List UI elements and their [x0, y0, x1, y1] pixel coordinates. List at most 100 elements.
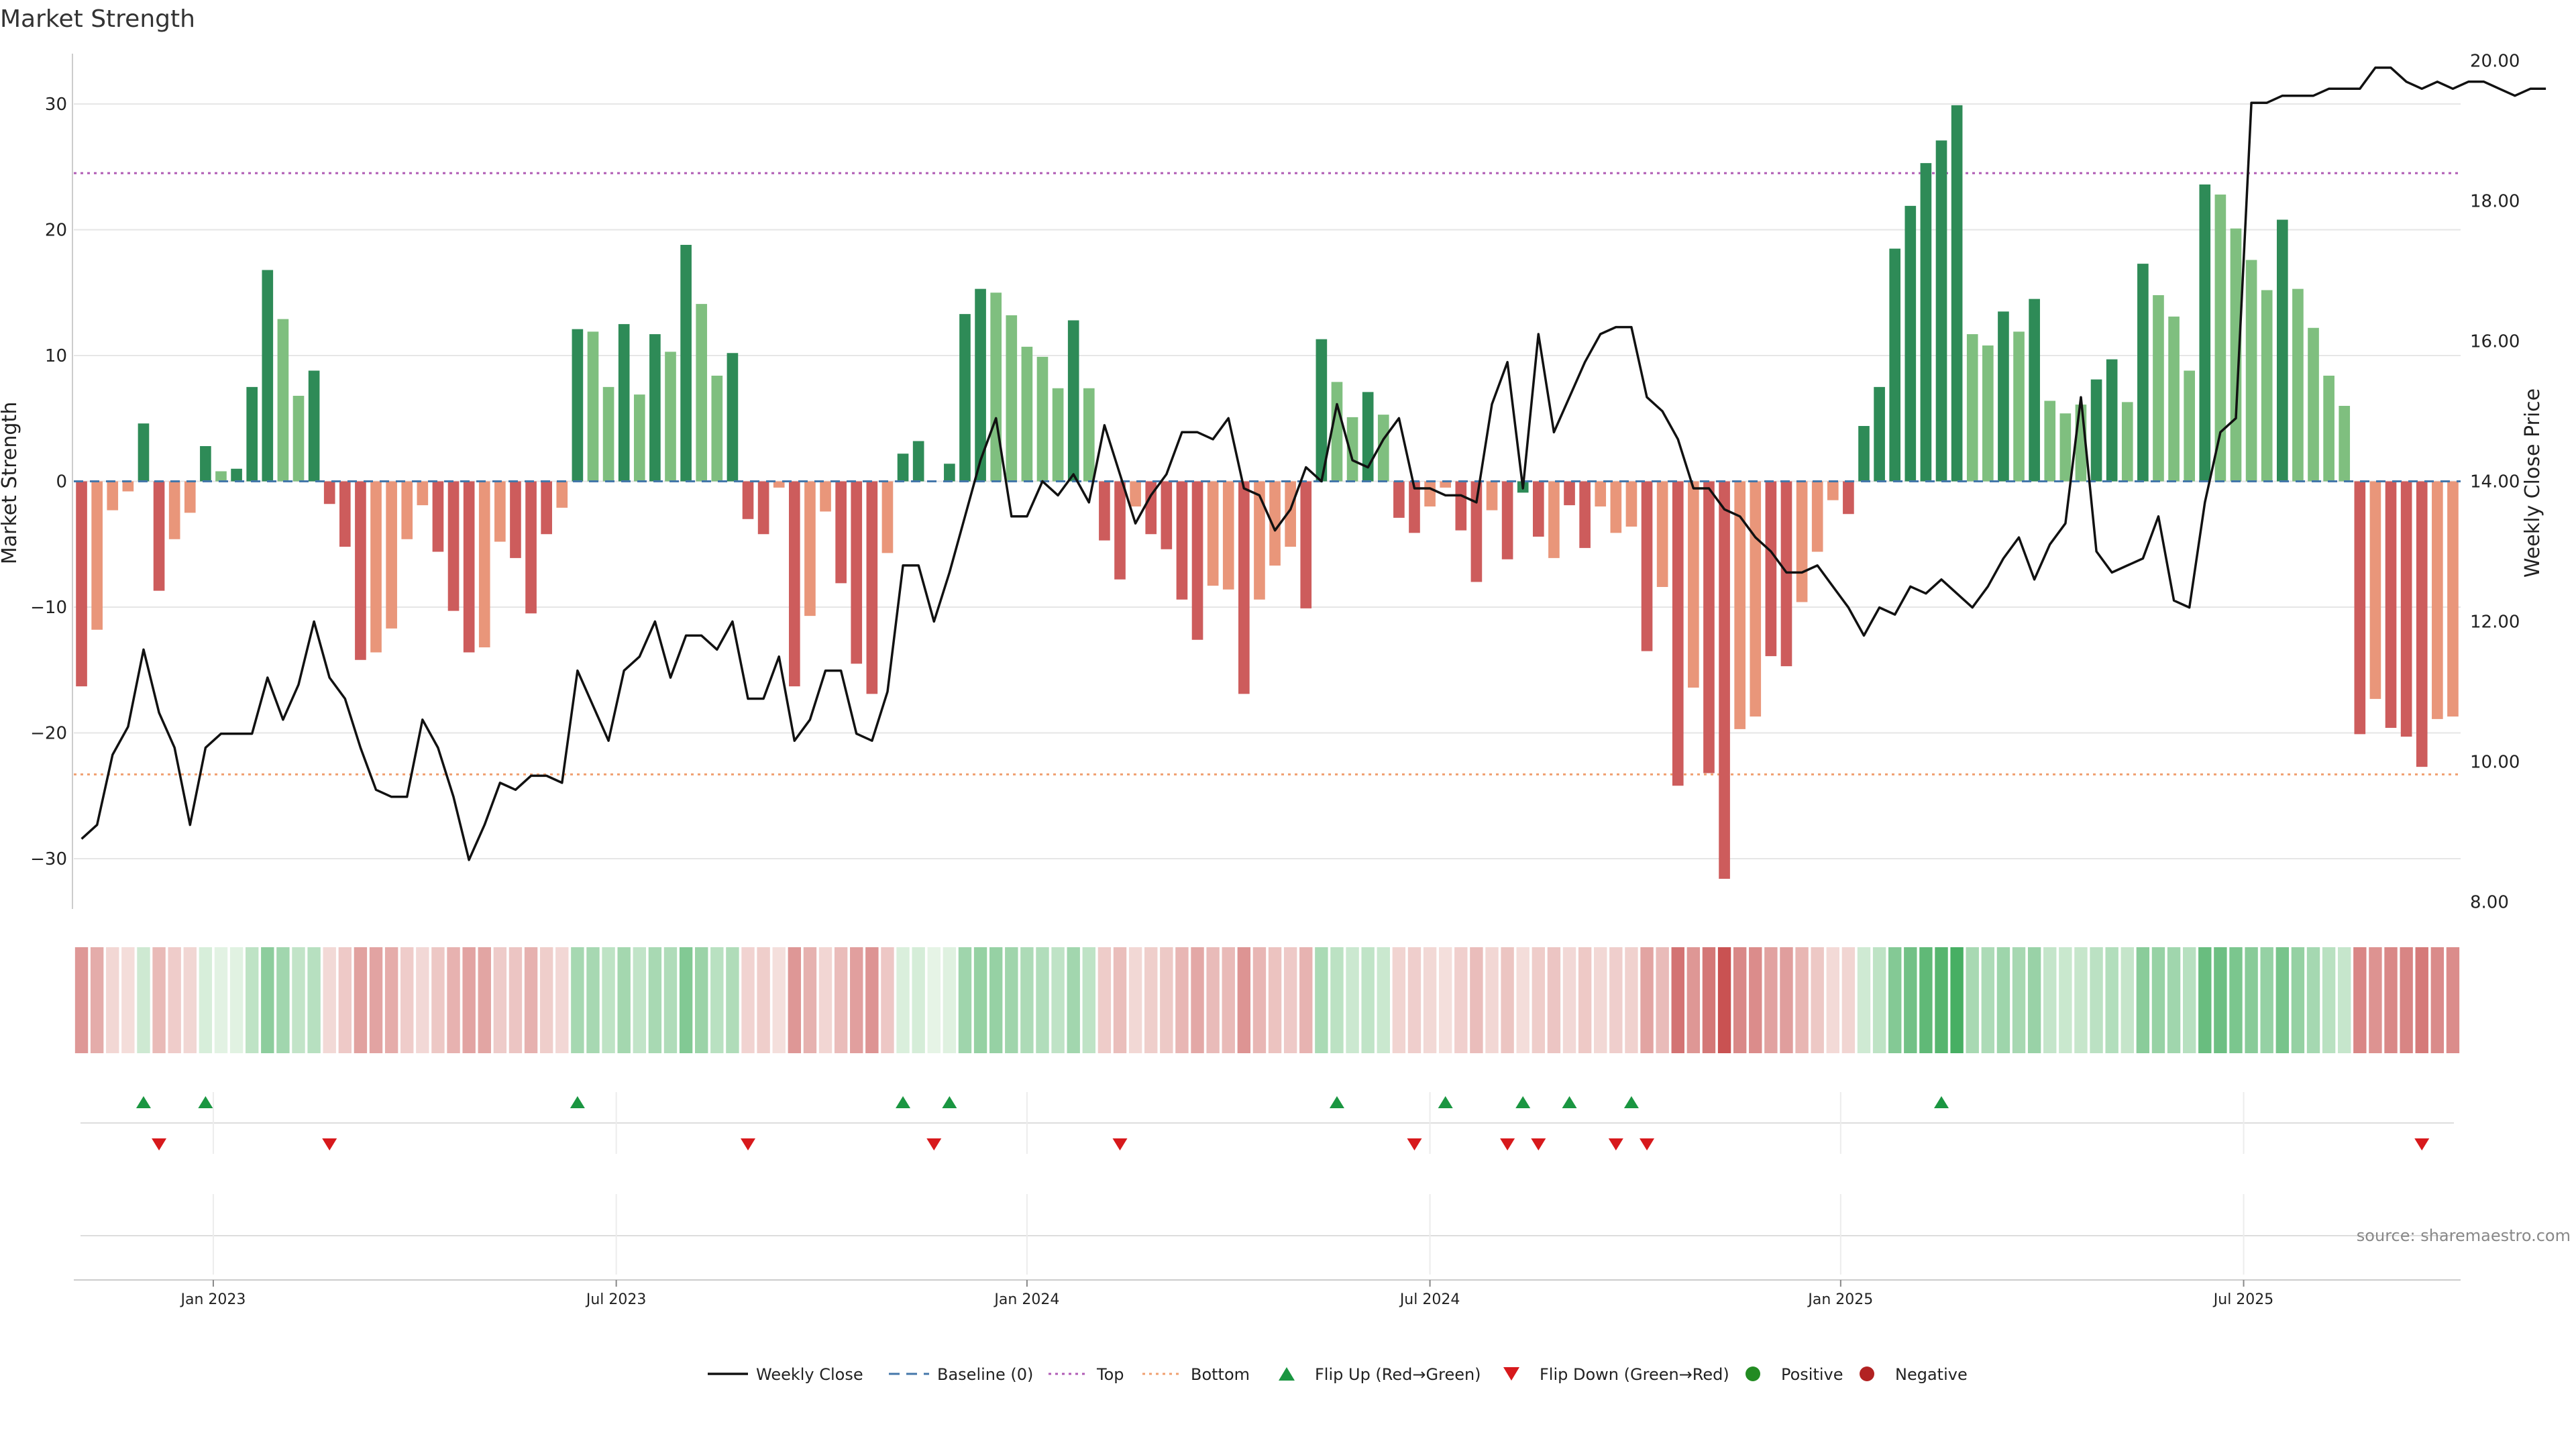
- y2-tick-label: 18.00: [2470, 191, 2520, 211]
- heat-cell: [276, 947, 290, 1053]
- x-tick-label: Jan 2023: [179, 1291, 246, 1308]
- strength-bar: [339, 481, 351, 547]
- strength-bar: [355, 481, 366, 660]
- strength-bar: [820, 481, 831, 512]
- heat-cell: [1996, 947, 2010, 1053]
- heat-cell: [2027, 947, 2041, 1053]
- strength-bar: [1843, 481, 1854, 515]
- heat-cell: [602, 947, 615, 1053]
- strength-bar: [2199, 184, 2211, 482]
- heat-cell: [788, 947, 802, 1053]
- heat-cell: [973, 947, 987, 1053]
- heat-cell: [384, 947, 398, 1053]
- legend-item: Positive: [1746, 1365, 1843, 1384]
- x-tick-label: Jul 2025: [2212, 1291, 2274, 1308]
- strength-bar: [1176, 481, 1188, 600]
- heat-cell: [850, 947, 863, 1053]
- heat-cell: [168, 947, 181, 1053]
- heat-cell: [2151, 947, 2165, 1053]
- strength-bar: [2308, 327, 2319, 482]
- strength-bar: [1625, 481, 1638, 527]
- heat-cell: [695, 947, 708, 1053]
- strength-bar: [1300, 481, 1312, 608]
- legend-item: Flip Down (Green→Red): [1503, 1365, 1729, 1384]
- strength-bar: [2184, 370, 2195, 482]
- heat-cell: [1841, 947, 1856, 1053]
- heat-cell: [2369, 947, 2382, 1053]
- legend-label: Baseline (0): [937, 1365, 1033, 1384]
- heat-cell: [369, 947, 383, 1053]
- heat-cell: [1532, 947, 1546, 1053]
- legend-label: Negative: [1895, 1365, 1968, 1384]
- strength-bar: [1796, 481, 1808, 602]
- heat-cell: [710, 947, 724, 1053]
- heat-cell: [586, 947, 600, 1053]
- heat-cell: [1562, 947, 1576, 1053]
- y-axis-right: 8.00 10.00 12.00 14.00 16.00 18.00 20.00: [2470, 51, 2520, 912]
- strength-bar: [200, 446, 211, 482]
- heat-cell: [1299, 947, 1313, 1053]
- strength-bar: [1750, 481, 1762, 717]
- strength-bar: [262, 270, 274, 482]
- strength-bar: [478, 481, 490, 647]
- strength-bar: [2137, 264, 2149, 482]
- heat-cell: [1872, 947, 1886, 1053]
- heat-cell: [2384, 947, 2398, 1053]
- strength-bar: [649, 334, 661, 482]
- heat-cell: [633, 947, 646, 1053]
- heat-cell: [2167, 947, 2181, 1053]
- heat-cell: [1935, 947, 1948, 1053]
- strength-bar: [1610, 481, 1622, 533]
- x-axis: Jan 2023 Jul 2023 Jan 2024 Jul 2024 Jan 2025…: [74, 1279, 2461, 1308]
- heat-cell: [1578, 947, 1592, 1053]
- legend-item: Negative: [1860, 1365, 1968, 1384]
- heat-cell: [539, 947, 553, 1053]
- heat-cell: [1609, 947, 1623, 1053]
- strength-bar: [572, 329, 584, 482]
- strength-bar: [1486, 481, 1498, 511]
- heat-cell: [1888, 947, 1902, 1053]
- flip-down-marker: [152, 1138, 167, 1150]
- heat-cell: [1237, 947, 1251, 1053]
- heat-cell: [2430, 947, 2445, 1053]
- heat-cell: [1811, 947, 1824, 1053]
- heat-cell: [1625, 947, 1638, 1053]
- heat-cell: [152, 947, 166, 1053]
- y-tick-label: 20: [45, 221, 67, 241]
- strength-bar: [773, 481, 785, 488]
- heat-cell: [508, 947, 523, 1053]
- weekly-close-line: [80, 66, 2546, 861]
- strength-bar: [2369, 481, 2381, 699]
- heat-cell: [989, 947, 1003, 1053]
- legend-item: Top: [1049, 1365, 1124, 1384]
- strength-bar: [153, 481, 165, 591]
- legend-swatch-triangle-up: [1279, 1367, 1295, 1381]
- heat-cell: [1407, 947, 1421, 1053]
- y-tick-label: −10: [30, 598, 67, 618]
- legend-item: Flip Up (Red→Green): [1279, 1365, 1481, 1384]
- heat-cell: [2275, 947, 2290, 1053]
- y-tick-label: −20: [30, 724, 67, 744]
- strength-bar: [1548, 481, 1560, 558]
- strength-heat-strip: [74, 947, 2460, 1053]
- heat-cell: [1857, 947, 1871, 1053]
- strength-bar: [1145, 481, 1157, 535]
- strength-bar: [1222, 481, 1234, 590]
- heat-cell: [323, 947, 336, 1053]
- flip-down-marker: [741, 1138, 756, 1150]
- flip-down-marker: [1531, 1138, 1546, 1150]
- strength-bar: [602, 386, 614, 482]
- flip-down-marker: [1500, 1138, 1515, 1150]
- heat-cell: [2105, 947, 2118, 1053]
- strength-bar: [1656, 481, 1668, 587]
- empty-lower-panel: [80, 1194, 2454, 1275]
- strength-bar: [2276, 219, 2288, 482]
- strength-bar: [1393, 481, 1405, 518]
- heat-cell: [1702, 947, 1716, 1053]
- heat-cell: [2400, 947, 2413, 1053]
- x-tick-label: Jul 2024: [1399, 1291, 1460, 1308]
- strength-bar: [1998, 311, 2009, 482]
- heat-cell: [1020, 947, 1034, 1053]
- y-tick-label: 10: [45, 346, 67, 366]
